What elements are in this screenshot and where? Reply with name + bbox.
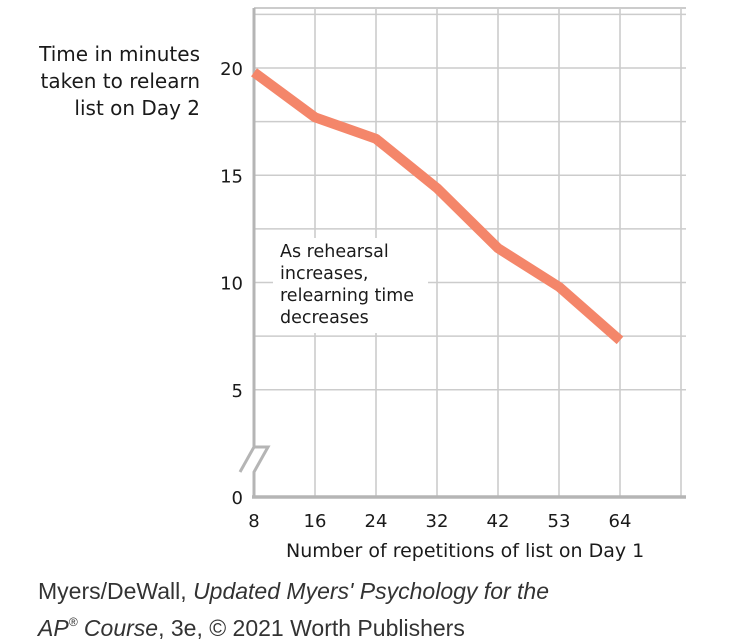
credit-line-2: AP® Course, 3e, © 2021 Worth Publishers <box>38 607 549 644</box>
y-tick-label: 0 <box>232 488 243 509</box>
annotation-line-2: increases, <box>280 263 428 285</box>
credit-authors: Myers/DeWall, <box>38 578 193 604</box>
source-credit: Myers/DeWall, Updated Myers' Psychology … <box>38 576 549 644</box>
registered-mark: ® <box>69 615 78 629</box>
y-axis-label: Time in minutes taken to relearn list on… <box>39 41 200 122</box>
x-tick-label: 16 <box>304 511 327 532</box>
x-tick-labels: 8 16 24 32 42 53 64 <box>248 511 631 532</box>
credit-line-1: Myers/DeWall, Updated Myers' Psychology … <box>38 576 549 607</box>
annotation-line-4: decreases <box>280 307 428 329</box>
chart-annotation: As rehearsal increases, relearning time … <box>273 238 428 333</box>
x-tick-label: 32 <box>426 511 449 532</box>
credit-title-part-2: Course <box>78 615 159 641</box>
y-axis-label-line-3: list on Day 2 <box>39 95 200 122</box>
annotation-line-3: relearning time <box>280 285 428 307</box>
y-tick-label: 20 <box>220 59 243 80</box>
credit-title-ap: AP <box>38 615 69 641</box>
x-tick-label: 8 <box>248 511 259 532</box>
y-tick-label: 5 <box>232 381 243 402</box>
y-axis-label-line-1: Time in minutes <box>39 41 200 68</box>
x-tick-label: 24 <box>365 511 388 532</box>
x-tick-label: 42 <box>487 511 510 532</box>
y-axis-label-line-2: taken to relearn <box>39 68 200 95</box>
credit-title-part-1: Updated Myers' Psychology for the <box>193 578 549 604</box>
y-tick-label: 10 <box>220 274 243 295</box>
annotation-line-1: As rehearsal <box>280 241 428 263</box>
y-tick-label: 15 <box>220 166 243 187</box>
credit-publisher: , 3e, © 2021 Worth Publishers <box>158 615 465 641</box>
x-tick-label: 64 <box>609 511 632 532</box>
x-tick-label: 53 <box>548 511 571 532</box>
axis-break-mark <box>240 447 254 472</box>
x-axis-label: Number of repetitions of list on Day 1 <box>286 540 644 562</box>
y-tick-labels: 0 5 10 15 20 <box>220 59 243 509</box>
